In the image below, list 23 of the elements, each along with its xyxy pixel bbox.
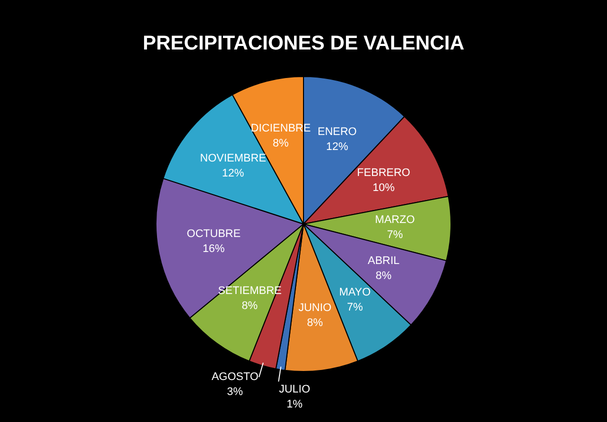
data-label: 8%	[242, 300, 258, 312]
slice-label: JULIO	[278, 384, 311, 396]
slice-label: ABRIL	[368, 255, 400, 268]
data-label: 7%	[386, 228, 404, 241]
slice-label: JUNIO	[298, 302, 332, 314]
slice-label: AGOSTO	[212, 371, 259, 384]
slice-label: MARZO	[375, 214, 416, 226]
data-label: 3%	[227, 386, 244, 398]
data-label: 8%	[376, 270, 392, 282]
data-label: 1%	[286, 398, 303, 411]
data-label: 8%	[307, 316, 324, 329]
slice-label: FEBRERO	[357, 166, 411, 179]
slice-label: MAYO	[339, 286, 372, 299]
slice-label: OCTUBRE	[186, 228, 241, 240]
data-label: 12%	[222, 168, 244, 180]
data-label: 16%	[202, 243, 225, 256]
slice-label: NOVIEMBRE	[200, 152, 266, 165]
data-label: 8%	[272, 137, 289, 150]
data-label: 12%	[326, 141, 348, 154]
slice-label: ENERO	[318, 126, 358, 138]
data-label: 10%	[372, 182, 395, 194]
data-label: 7%	[346, 302, 364, 314]
chart-title: PRECIPITACIONES DE VALENCIA	[142, 32, 464, 55]
